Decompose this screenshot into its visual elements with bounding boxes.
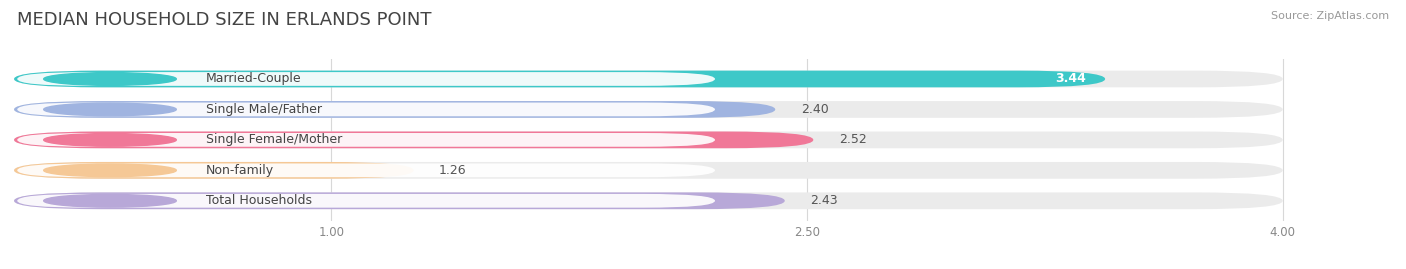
Circle shape — [44, 133, 176, 146]
Text: 1.26: 1.26 — [439, 164, 467, 177]
Circle shape — [44, 164, 176, 177]
Text: Single Female/Mother: Single Female/Mother — [205, 133, 342, 146]
FancyBboxPatch shape — [14, 101, 775, 118]
FancyBboxPatch shape — [14, 70, 1105, 87]
FancyBboxPatch shape — [17, 194, 716, 208]
Text: Married-Couple: Married-Couple — [205, 72, 301, 86]
FancyBboxPatch shape — [17, 102, 716, 116]
FancyBboxPatch shape — [17, 164, 716, 177]
FancyBboxPatch shape — [14, 192, 785, 209]
Text: Total Households: Total Households — [205, 194, 312, 207]
FancyBboxPatch shape — [14, 162, 413, 179]
Text: Single Male/Father: Single Male/Father — [205, 103, 322, 116]
Text: 3.44: 3.44 — [1056, 72, 1085, 86]
Text: Non-family: Non-family — [205, 164, 274, 177]
FancyBboxPatch shape — [14, 70, 1282, 87]
Text: MEDIAN HOUSEHOLD SIZE IN ERLANDS POINT: MEDIAN HOUSEHOLD SIZE IN ERLANDS POINT — [17, 11, 432, 29]
FancyBboxPatch shape — [17, 72, 716, 86]
FancyBboxPatch shape — [14, 132, 1282, 148]
FancyBboxPatch shape — [14, 132, 813, 148]
FancyBboxPatch shape — [14, 162, 1282, 179]
FancyBboxPatch shape — [14, 192, 1282, 209]
Text: 2.43: 2.43 — [810, 194, 838, 207]
FancyBboxPatch shape — [17, 133, 716, 147]
Text: 2.52: 2.52 — [839, 133, 866, 146]
FancyBboxPatch shape — [14, 101, 1282, 118]
Circle shape — [44, 194, 176, 207]
Text: Source: ZipAtlas.com: Source: ZipAtlas.com — [1271, 11, 1389, 21]
Text: 2.40: 2.40 — [800, 103, 828, 116]
Circle shape — [44, 73, 176, 85]
Circle shape — [44, 103, 176, 116]
